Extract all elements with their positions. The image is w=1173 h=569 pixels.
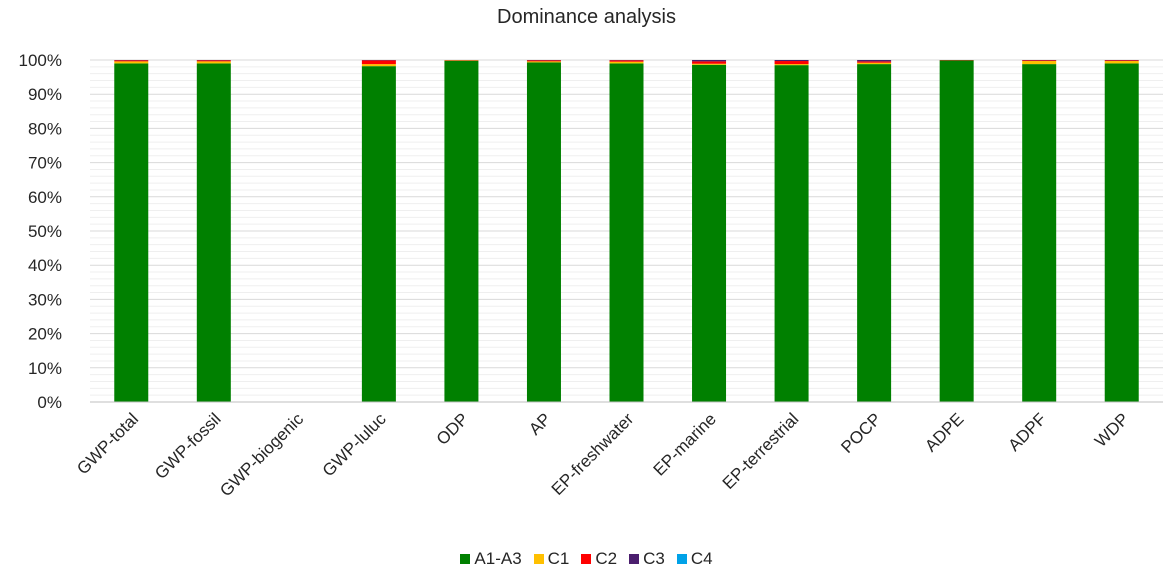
- bar-segment-c1: [114, 61, 149, 64]
- legend-swatch: [629, 554, 640, 564]
- y-tick-label: 30%: [28, 290, 62, 309]
- y-tick-label: 80%: [28, 119, 62, 138]
- bar-segment-c1: [526, 61, 561, 63]
- bar-segment-c2: [196, 60, 231, 62]
- legend-swatch: [581, 554, 592, 564]
- legend-swatch: [460, 554, 471, 564]
- x-tick-label: GWP-fossil: [151, 409, 225, 483]
- legend-swatch: [533, 554, 544, 564]
- bar-segment-c2: [1022, 60, 1057, 62]
- bar-segment-a1-a3: [1104, 63, 1139, 403]
- bar-segment-c1: [1104, 61, 1139, 64]
- y-tick-label: 20%: [28, 325, 62, 344]
- x-tick-label: EP-marine: [650, 409, 720, 479]
- bar-segment-c2: [526, 60, 561, 62]
- bar-segment-a1-a3: [444, 60, 479, 403]
- legend-item: C4: [676, 549, 713, 569]
- bar-segment-c2: [609, 60, 644, 62]
- x-tick-label: AP: [525, 409, 554, 438]
- x-tick-label: WDP: [1091, 409, 1132, 450]
- x-tick-label: EP-terrestrial: [719, 409, 803, 493]
- x-tick-label: EP-freshwater: [548, 409, 638, 499]
- y-tick-label: 50%: [28, 222, 62, 241]
- y-tick-label: 10%: [28, 359, 62, 378]
- bar-segment-a1-a3: [1022, 64, 1057, 402]
- bar-segment-a1-a3: [361, 66, 396, 402]
- legend-item: C2: [581, 549, 617, 569]
- y-axis-ticks: 0% 10% 20% 30% 40% 50% 60% 70% 80% 90% 100%: [19, 51, 62, 412]
- bar-segment-c1: [857, 62, 892, 65]
- bar-segment-a1-a3: [196, 63, 231, 403]
- y-tick-label: 40%: [28, 256, 62, 275]
- bar-segment-a1-a3: [692, 64, 727, 403]
- bar-segment-c3: [857, 60, 892, 62]
- legend-label: A1-A3: [474, 549, 522, 568]
- x-tick-label: GWP-luluc: [319, 409, 390, 480]
- bar-segment-a1-a3: [774, 65, 809, 402]
- chart-title: Dominance analysis: [497, 6, 676, 28]
- bar-segment-a1-a3: [609, 63, 644, 403]
- bar-segment-c3: [692, 60, 727, 62]
- bar-chart: 0% 10% 20% 30% 40% 50% 60% 70% 80% 90% 100% GWP-to…: [19, 51, 1163, 500]
- bar-segment-c1: [774, 64, 809, 66]
- bar-segment-c1: [609, 61, 644, 64]
- y-tick-label: 90%: [28, 85, 62, 104]
- y-tick-label: 70%: [28, 154, 62, 173]
- bar-segment-a1-a3: [857, 64, 892, 402]
- bar-segment-c2: [857, 61, 892, 63]
- legend-label: C2: [595, 549, 618, 568]
- legend-swatch: [676, 554, 687, 564]
- y-tick-label: 0%: [37, 393, 62, 412]
- bar-segment-c2: [692, 61, 727, 64]
- x-tick-label: ODP: [433, 409, 472, 448]
- bar-segment-c2: [1104, 60, 1139, 62]
- x-tick-label: GWP-total: [73, 409, 142, 478]
- bars: [114, 60, 1139, 403]
- legend-label: C1: [547, 549, 570, 568]
- x-tick-label: ADPF: [1005, 409, 1050, 454]
- bar-segment-c1: [361, 64, 396, 67]
- legend-label: C4: [690, 549, 713, 568]
- legend-label: C3: [643, 549, 665, 568]
- legend-item: C1: [533, 549, 570, 569]
- bar-segment-c1: [692, 63, 727, 65]
- bar-segment-c2: [114, 60, 149, 62]
- x-tick-label: ADPE: [921, 409, 967, 455]
- y-tick-label: 100%: [19, 51, 62, 70]
- bar-segment-a1-a3: [526, 62, 561, 402]
- y-tick-label: 60%: [28, 188, 62, 207]
- x-tick-label: GWP-biogenic: [216, 409, 307, 500]
- bar-segment-c2: [361, 60, 396, 65]
- bar-segment-c1: [196, 61, 231, 64]
- legend: A1-A3 C1 C2 C3 C4: [0, 549, 1173, 569]
- bar-segment-a1-a3: [114, 63, 149, 403]
- x-tick-label: POCP: [837, 409, 885, 457]
- bar-segment-c3: [774, 60, 809, 62]
- bar-segment-c2: [774, 61, 809, 65]
- legend-item: C3: [629, 549, 665, 569]
- bar-segment-c1: [1022, 61, 1057, 65]
- bar-segment-a1-a3: [939, 60, 974, 402]
- legend-item: A1-A3: [460, 549, 522, 569]
